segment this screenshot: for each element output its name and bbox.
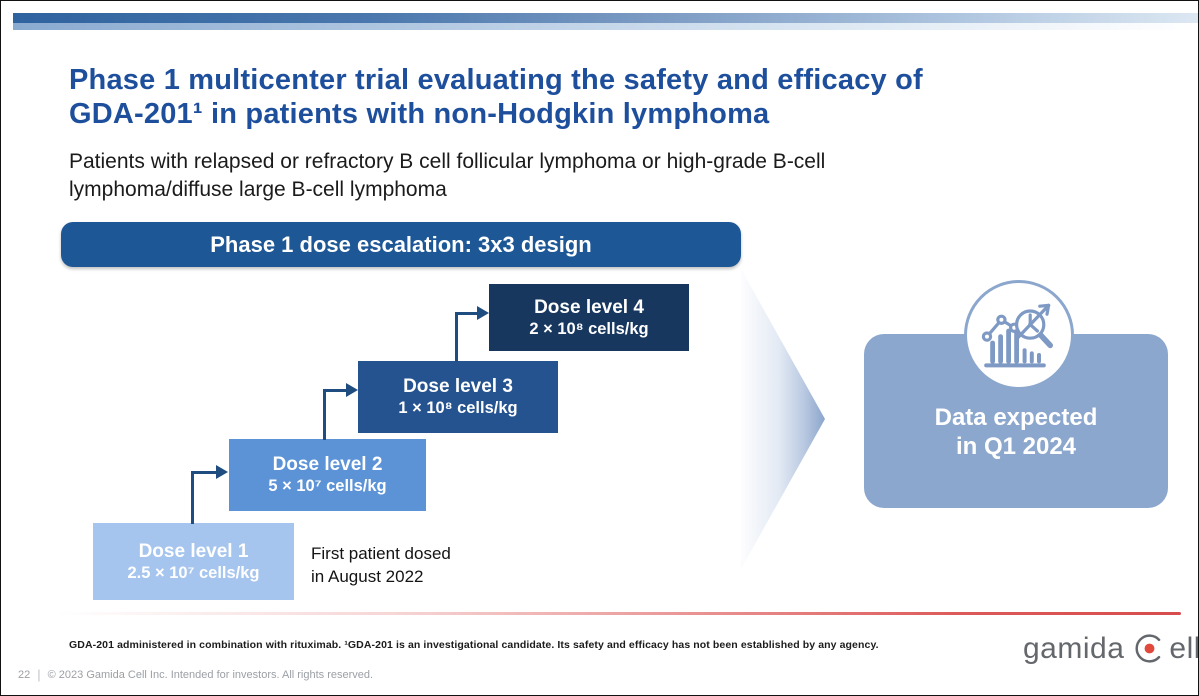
step-arrow-1-segment	[191, 471, 218, 474]
phase-banner: Phase 1 dose escalation: 3x3 design	[61, 222, 741, 267]
first-patient-annotation: First patient dosed in August 2022	[311, 542, 451, 588]
page-subtitle-line1: Patients with relapsed or refractory B c…	[69, 150, 826, 173]
first-patient-annotation-line1: First patient dosed	[311, 544, 451, 563]
page-subtitle-line2: lymphoma/diffuse large B-cell lymphoma	[69, 178, 447, 201]
dose-level-1-value: 2.5 × 10⁷ cells/kg	[127, 563, 260, 582]
footer-accent-line	[56, 612, 1181, 615]
step-arrow-2	[323, 389, 326, 440]
step-arrow-1	[191, 472, 194, 524]
dose-level-1-box: Dose level 1 2.5 × 10⁷ cells/kg	[93, 523, 294, 600]
step-arrow-3-head-icon	[477, 306, 489, 320]
right-chevron-arrow-icon	[741, 269, 825, 569]
step-arrow-1-head-icon	[216, 465, 228, 479]
data-expected-text: Data expected in Q1 2024	[935, 403, 1098, 461]
top-accent-bar-dark	[13, 13, 1198, 23]
dose-level-3-box: Dose level 3 1 × 10⁸ cells/kg	[358, 361, 558, 433]
first-patient-annotation-line2: in August 2022	[311, 567, 424, 586]
data-expected-line1: Data expected	[934, 404, 1098, 431]
page-title-line1: Phase 1 multicenter trial evaluating the…	[69, 64, 923, 96]
logo-c-icon	[1135, 633, 1161, 663]
logo-text-ell: ell	[1169, 632, 1199, 665]
footer-divider: |	[37, 667, 41, 682]
step-arrow-3	[455, 312, 458, 362]
dose-level-4-label: Dose level 4	[534, 296, 644, 318]
gamida-cell-logo: gamida ell	[1023, 629, 1199, 669]
data-analysis-icon	[964, 280, 1074, 390]
data-expected-line2: in Q1 2024	[955, 433, 1077, 460]
dose-level-3-value: 1 × 10⁸ cells/kg	[398, 399, 518, 417]
dose-level-2-box: Dose level 2 5 × 10⁷ cells/kg	[229, 439, 426, 511]
page-subtitle: Patients with relapsed or refractory B c…	[69, 148, 825, 204]
dose-level-3-label: Dose level 3	[403, 376, 513, 397]
disclaimer-text: GDA-201 administered in combination with…	[69, 639, 879, 651]
dose-level-2-value: 5 × 10⁷ cells/kg	[268, 477, 387, 495]
page-number: 22	[18, 668, 31, 681]
dose-level-2-label: Dose level 2	[272, 454, 383, 475]
step-arrow-3-segment	[455, 312, 479, 315]
footer-copyright-row: 22 | © 2023 Gamida Cell Inc. Intended fo…	[18, 667, 373, 682]
step-arrow-2-segment	[323, 389, 348, 392]
top-accent-bar-light	[13, 23, 1198, 30]
chart-magnifier-icon	[981, 303, 1053, 368]
step-arrow-2-head-icon	[346, 383, 358, 397]
copyright-text: © 2023 Gamida Cell Inc. Intended for inv…	[47, 668, 374, 681]
logo-text-gamida: gamida	[1023, 632, 1125, 665]
page-title: Phase 1 multicenter trial evaluating the…	[69, 63, 923, 131]
dose-level-4-value: 2 × 10⁸ cells/kg	[529, 319, 649, 338]
page-title-line2: GDA-201¹ in patients with non-Hodgkin ly…	[69, 98, 770, 130]
dose-level-1-label: Dose level 1	[138, 540, 249, 562]
dose-level-4-box: Dose level 4 2 × 10⁸ cells/kg	[489, 284, 689, 351]
